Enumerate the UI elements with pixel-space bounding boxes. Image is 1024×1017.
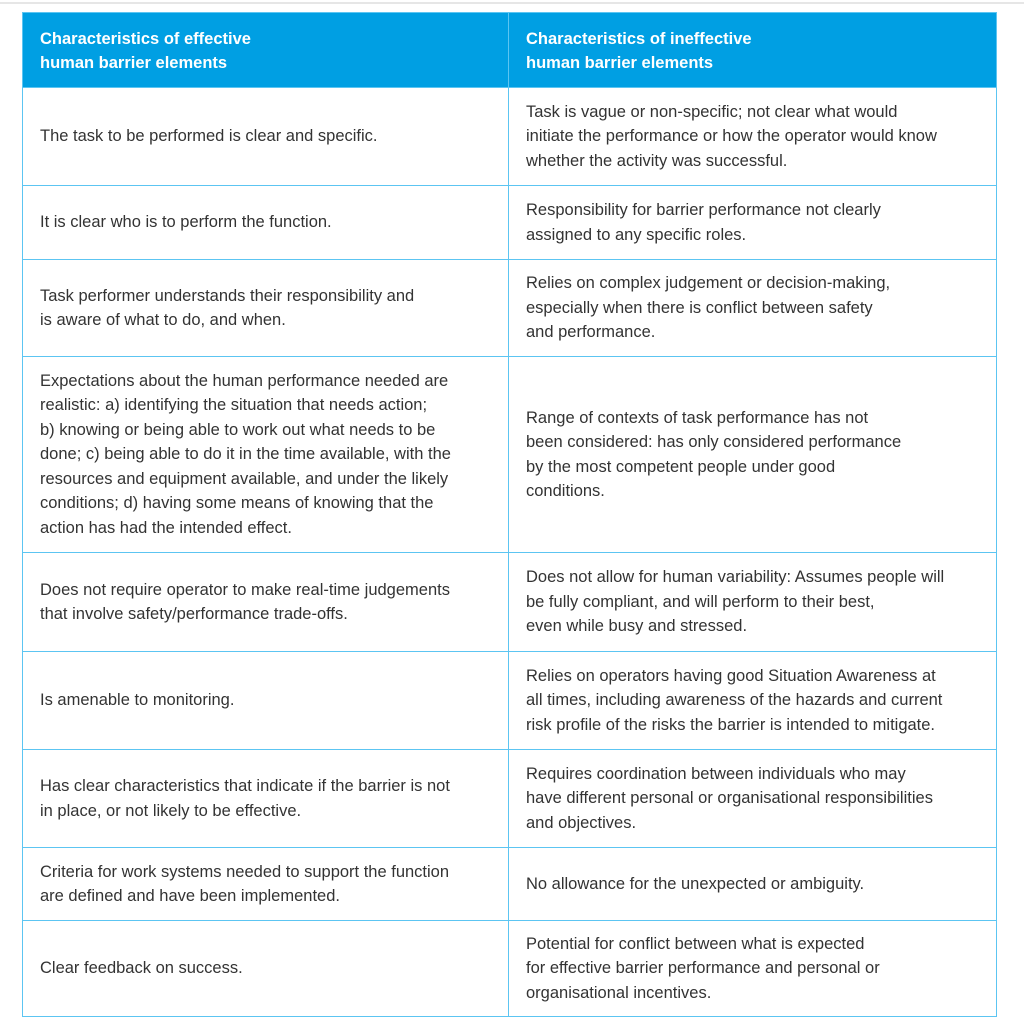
cell-effective: The task to be performed is clear and sp…	[22, 87, 509, 186]
cell-effective: Expectations about the human performance…	[22, 356, 509, 553]
cell-ineffective: Range of contexts of task performance ha…	[508, 356, 997, 553]
table-row: Expectations about the human performance…	[22, 356, 997, 553]
header-effective: Characteristics of effective human barri…	[22, 12, 509, 88]
cell-effective: Has clear characteristics that indicate …	[22, 749, 509, 848]
table-header-row: Characteristics of effective human barri…	[22, 12, 997, 88]
cell-effective: It is clear who is to perform the functi…	[22, 185, 509, 260]
cell-effective: Task performer understands their respons…	[22, 259, 509, 357]
table-row: Criteria for work systems needed to supp…	[22, 847, 997, 921]
cell-ineffective: Relies on operators having good Situatio…	[508, 651, 997, 750]
cell-effective: Is amenable to monitoring.	[22, 651, 509, 750]
table-row: It is clear who is to perform the functi…	[22, 185, 997, 260]
cell-ineffective: Potential for conflict between what is e…	[508, 920, 997, 1017]
cell-ineffective: Task is vague or non-specific; not clear…	[508, 87, 997, 186]
table-row: Has clear characteristics that indicate …	[22, 749, 997, 848]
cell-ineffective: No allowance for the unexpected or ambig…	[508, 847, 997, 921]
table-row: Does not require operator to make real-t…	[22, 552, 997, 652]
table-row: Is amenable to monitoring. Relies on oper…	[22, 651, 997, 750]
cell-ineffective: Requires coordination between individual…	[508, 749, 997, 848]
barrier-characteristics-table: Characteristics of effective human barri…	[22, 12, 997, 1017]
cell-ineffective: Does not allow for human variability: As…	[508, 552, 997, 652]
top-divider	[0, 2, 1024, 4]
table-row: Clear feedback on success. Potential for …	[22, 920, 997, 1017]
cell-ineffective: Relies on complex judgement or decision-…	[508, 259, 997, 357]
table-row: The task to be performed is clear and sp…	[22, 87, 997, 186]
cell-ineffective: Responsibility for barrier performance n…	[508, 185, 997, 260]
header-ineffective: Characteristics of ineffective human bar…	[508, 12, 997, 88]
cell-effective: Does not require operator to make real-t…	[22, 552, 509, 652]
cell-effective: Clear feedback on success.	[22, 920, 509, 1017]
cell-effective: Criteria for work systems needed to supp…	[22, 847, 509, 921]
table-row: Task performer understands their respons…	[22, 259, 997, 357]
